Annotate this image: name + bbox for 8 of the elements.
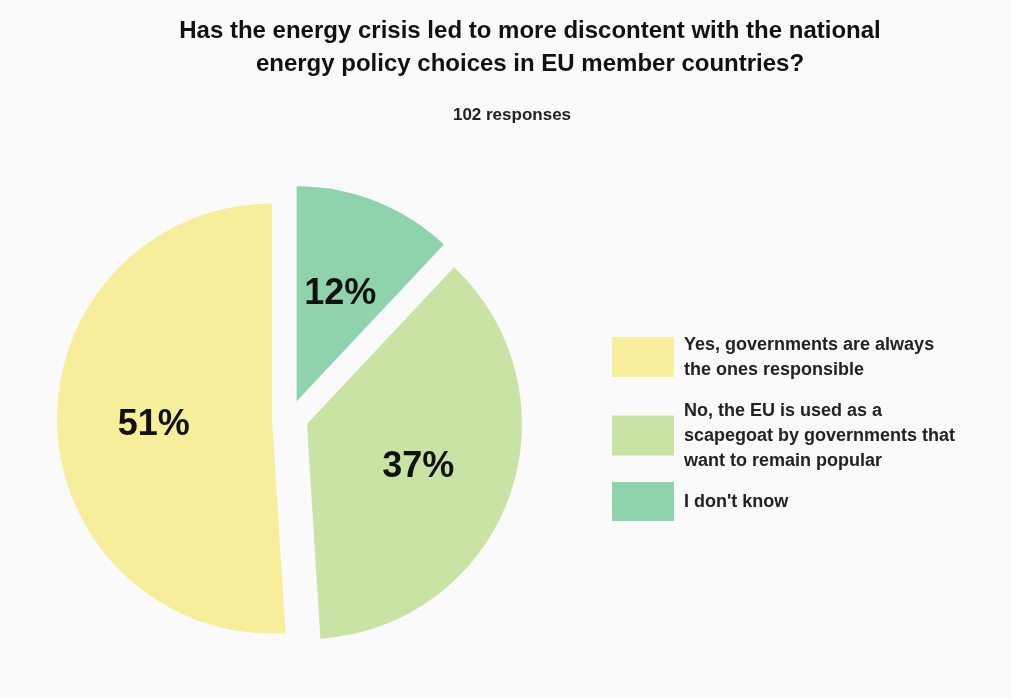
- chart-subtitle: 102 responses: [452, 105, 572, 124]
- legend-label: Yes, governments are always the ones responsible: [684, 334, 935, 379]
- legend-label: No, the EU is used as a scapegoat by governments that want to remain popular: [683, 400, 956, 470]
- data-label: 12%: [304, 270, 377, 312]
- data-label: 51%: [117, 401, 190, 443]
- chart-title: Has the energy crisis led to more discontent with the national energy policy choices in EU member countries?: [179, 16, 881, 76]
- legend-label: I don't know: [684, 491, 790, 511]
- data-label: 37%: [382, 443, 455, 485]
